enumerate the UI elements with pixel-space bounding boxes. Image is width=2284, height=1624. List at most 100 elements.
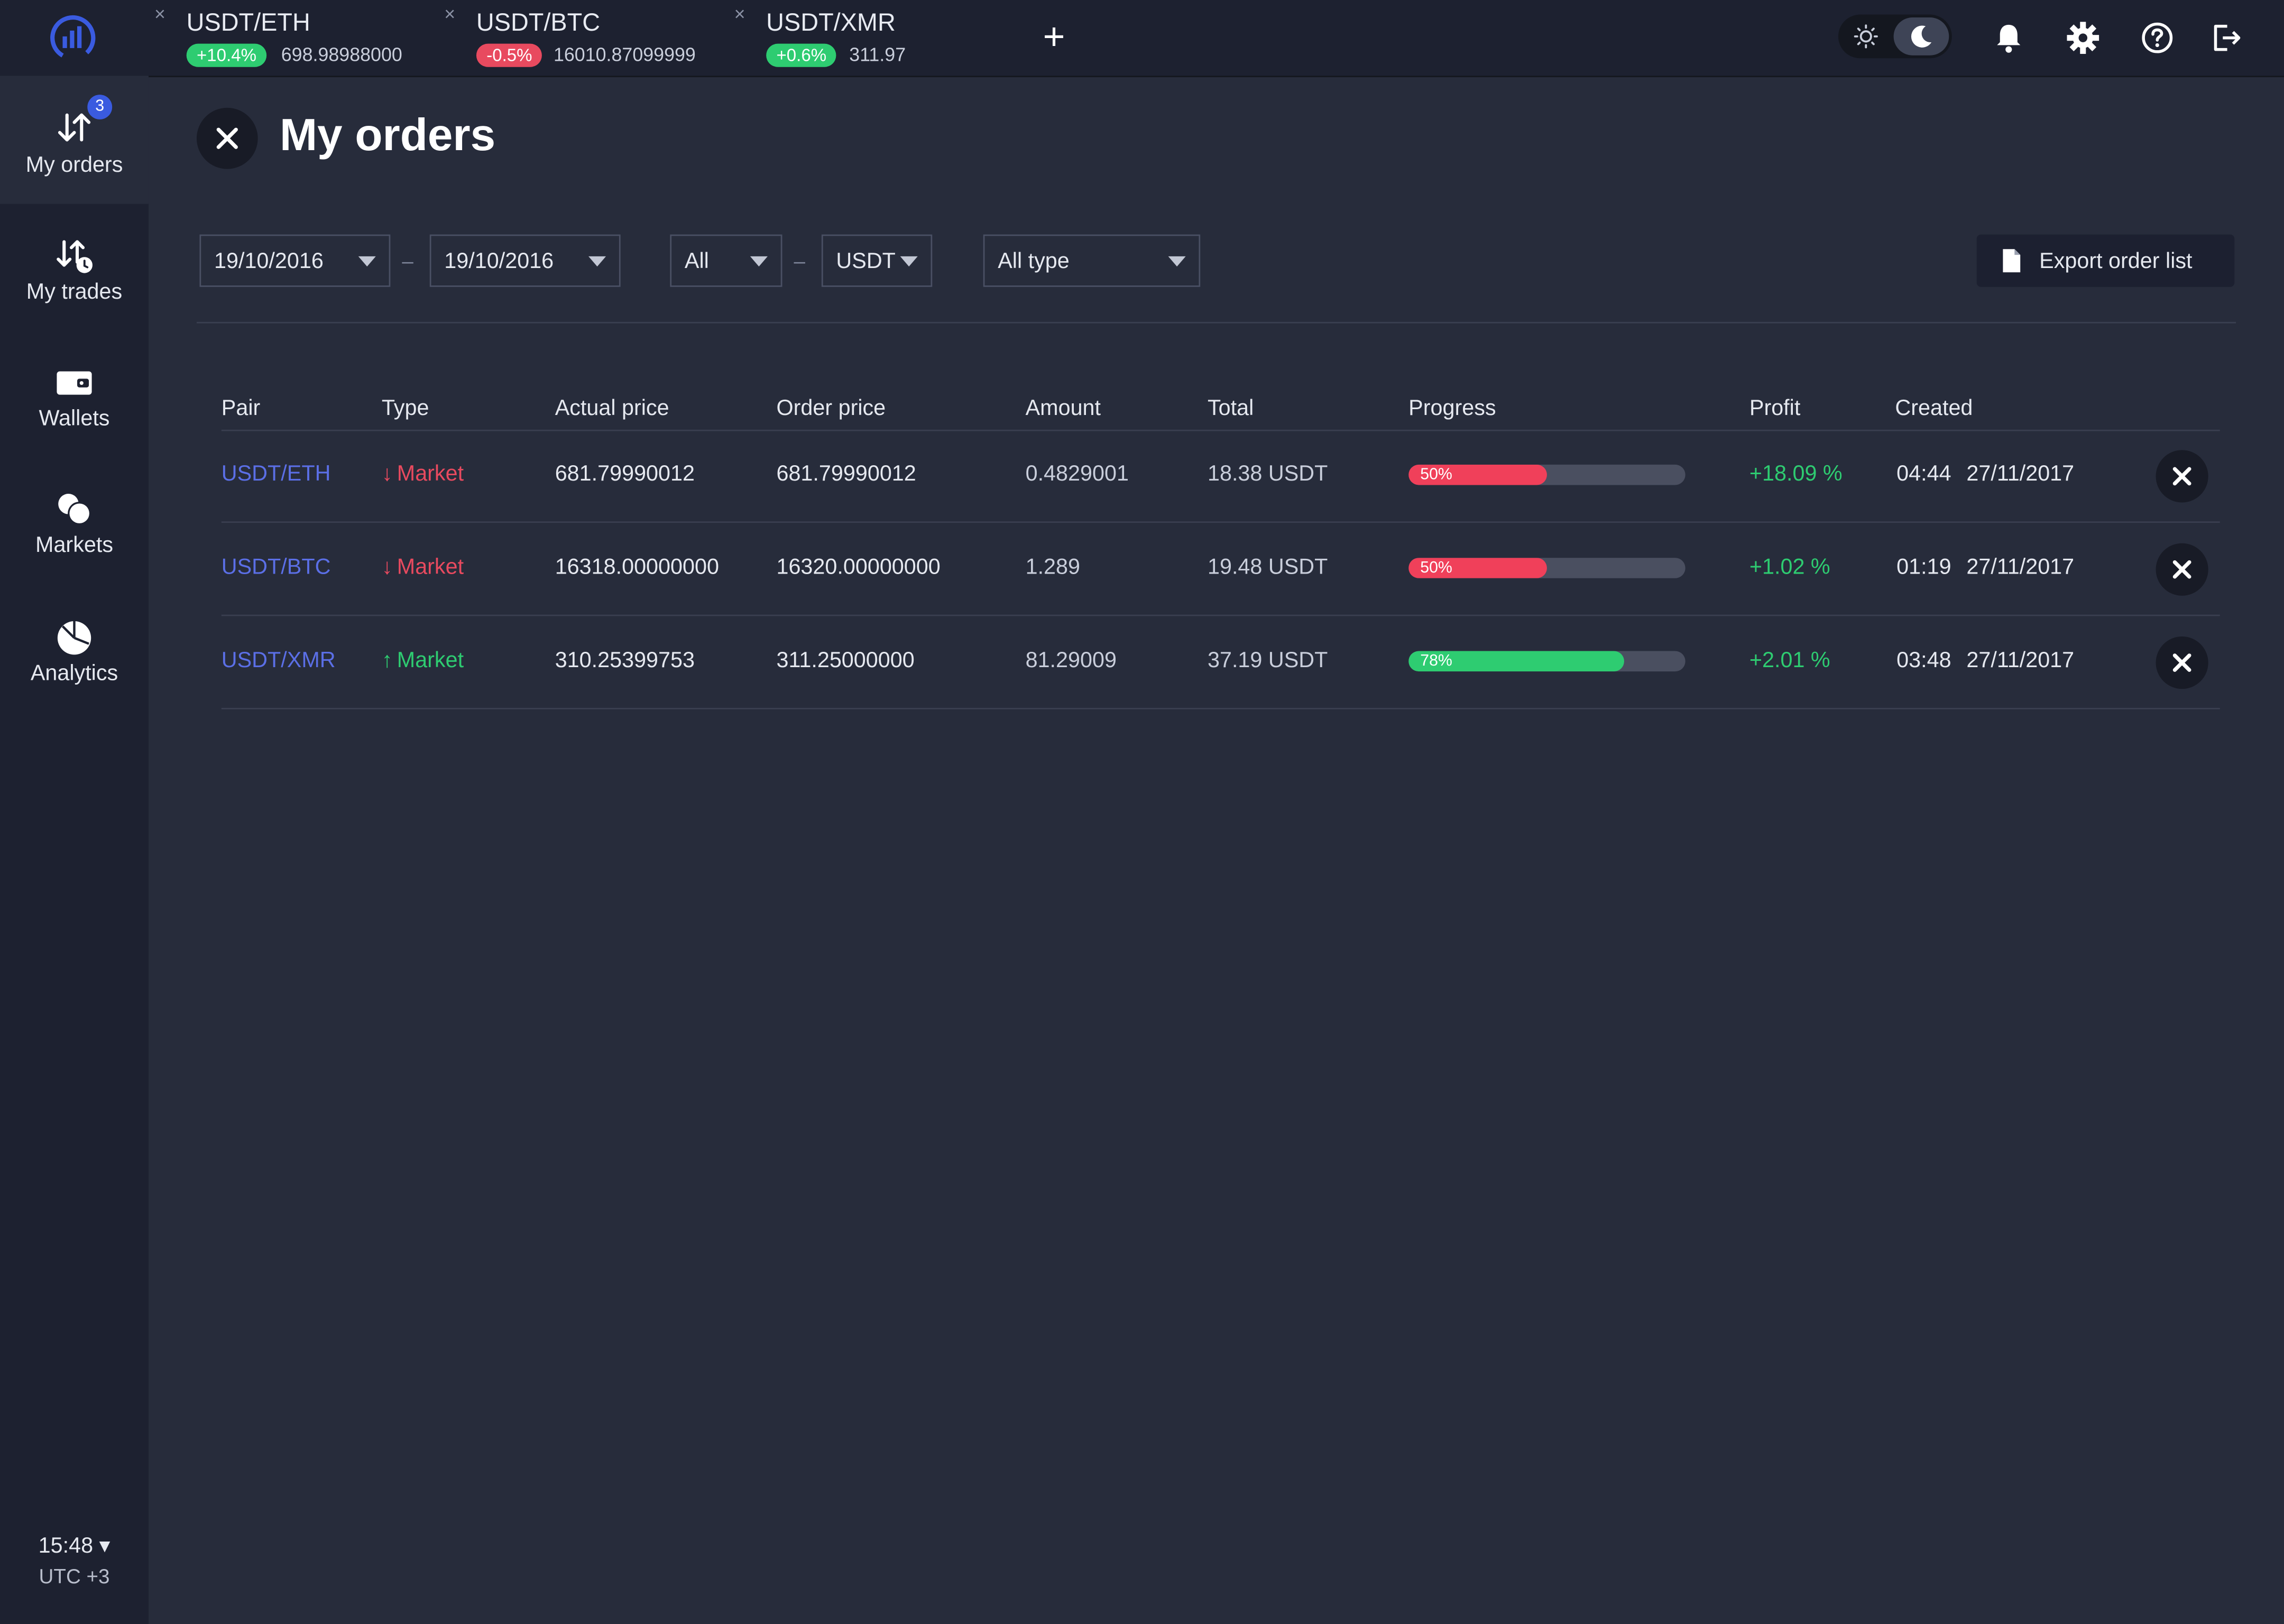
order-total: 37.19 USDT bbox=[1207, 648, 1328, 673]
order-amount: 81.29009 bbox=[1025, 648, 1117, 673]
order-type-label: Market bbox=[397, 648, 464, 673]
actual-price: 16318.00000000 bbox=[555, 555, 719, 580]
order-pair-link[interactable]: USDT/BTC bbox=[221, 555, 331, 580]
row-divider bbox=[221, 521, 2220, 523]
clock-widget[interactable]: 15:48 ▾ UTC +3 bbox=[0, 1532, 149, 1588]
logout-icon[interactable] bbox=[2207, 19, 2245, 57]
table-row[interactable]: USDT/BTC ↓ Market 16318.00000000 16320.0… bbox=[0, 523, 2284, 616]
tab-close-icon[interactable]: × bbox=[734, 3, 745, 25]
order-pair-link[interactable]: USDT/ETH bbox=[221, 462, 331, 487]
export-label: Export order list bbox=[2039, 249, 2193, 274]
bell-icon[interactable] bbox=[1990, 19, 2028, 57]
tab-price: 16010.87099999 bbox=[553, 43, 696, 66]
actual-price: 681.79990012 bbox=[555, 462, 695, 487]
page-title: My orders bbox=[279, 109, 496, 161]
order-type: ↓ Market bbox=[382, 462, 464, 486]
sidebar-item-label: My trades bbox=[26, 279, 123, 304]
column-header-created[interactable]: Created bbox=[1895, 396, 1973, 421]
sidebar-item-label: Wallets bbox=[39, 406, 110, 431]
progress-label: 50% bbox=[1420, 466, 1452, 484]
cancel-order-button[interactable] bbox=[2156, 543, 2208, 596]
tab-change-badge: +0.6% bbox=[766, 43, 837, 67]
sidebar-item-label: Markets bbox=[35, 533, 113, 558]
theme-toggle-knob bbox=[1893, 17, 1949, 56]
tab-title: USDT/ETH bbox=[186, 8, 310, 36]
top-bar: × USDT/ETH +10.4% 698.98988000 × USDT/BT… bbox=[0, 0, 2284, 78]
table-header-divider bbox=[221, 429, 2220, 431]
sidebar-item-analytics[interactable]: Analytics bbox=[0, 588, 149, 716]
row-divider bbox=[221, 614, 2220, 616]
sidebar-item-wallets[interactable]: Wallets bbox=[0, 332, 149, 460]
column-header-total[interactable]: Total bbox=[1207, 396, 1254, 421]
currency-separator: – bbox=[794, 249, 806, 273]
actual-price: 310.25399753 bbox=[555, 648, 695, 673]
date-from-value: 19/10/2016 bbox=[214, 249, 324, 274]
column-header-order-price[interactable]: Order price bbox=[776, 396, 886, 421]
order-type-select[interactable]: All type bbox=[983, 234, 1201, 287]
progress-fill bbox=[1408, 558, 1547, 578]
clock-time[interactable]: 15:48 ▾ bbox=[38, 1534, 110, 1558]
filter-divider bbox=[196, 321, 2236, 324]
sidebar-item-markets[interactable]: Markets bbox=[0, 460, 149, 588]
document-icon bbox=[2003, 249, 2021, 273]
arrow-up-icon: ↑ bbox=[381, 648, 393, 673]
sidebar-item-my-trades[interactable]: My trades bbox=[0, 204, 149, 332]
app-logo-icon[interactable] bbox=[47, 13, 99, 63]
gear-icon[interactable] bbox=[2064, 19, 2102, 57]
column-header-profit[interactable]: Profit bbox=[1749, 396, 1801, 421]
export-order-list-button[interactable]: Export order list bbox=[1976, 234, 2235, 287]
chevron-down-icon bbox=[588, 256, 606, 267]
order-total: 18.38 USDT bbox=[1207, 462, 1328, 487]
column-header-actual-price[interactable]: Actual price bbox=[555, 396, 669, 421]
sidebar-item-label: Analytics bbox=[30, 661, 118, 686]
tab-close-icon[interactable]: × bbox=[154, 3, 165, 25]
tab-change-badge: +10.4% bbox=[186, 43, 267, 67]
tab-close-icon[interactable]: × bbox=[444, 3, 456, 25]
tab-price: 698.98988000 bbox=[281, 43, 402, 66]
order-profit: +1.02 % bbox=[1749, 555, 1830, 580]
table-row[interactable]: USDT/ETH ↓ Market 681.79990012 681.79990… bbox=[0, 430, 2284, 523]
tab-title: USDT/BTC bbox=[476, 8, 601, 36]
date-to-select[interactable]: 19/10/2016 bbox=[429, 234, 621, 287]
tab-change-badge: -0.5% bbox=[476, 43, 542, 67]
cancel-order-button[interactable] bbox=[2156, 450, 2208, 503]
order-price: 681.79990012 bbox=[776, 462, 916, 487]
progress-bar: 78% bbox=[1408, 651, 1686, 672]
moon-icon bbox=[1911, 25, 1932, 48]
order-type-value: All type bbox=[998, 249, 1070, 274]
order-price: 311.25000000 bbox=[776, 648, 915, 673]
tab-title: USDT/XMR bbox=[766, 8, 896, 36]
clock-timezone: UTC +3 bbox=[39, 1564, 110, 1588]
date-range-separator: – bbox=[402, 249, 413, 273]
created-time: 03:48 bbox=[1896, 648, 1951, 673]
close-icon bbox=[2172, 467, 2191, 486]
orders-count-badge: 3 bbox=[87, 95, 113, 119]
order-amount: 1.289 bbox=[1025, 555, 1081, 580]
base-currency-select[interactable]: All bbox=[670, 234, 782, 287]
cancel-order-button[interactable] bbox=[2156, 636, 2208, 689]
date-from-select[interactable]: 19/10/2016 bbox=[199, 234, 391, 287]
column-header-amount[interactable]: Amount bbox=[1025, 396, 1101, 421]
column-header-progress[interactable]: Progress bbox=[1408, 396, 1496, 421]
created-date: 27/11/2017 bbox=[1966, 462, 2075, 487]
theme-toggle[interactable] bbox=[1838, 14, 1952, 59]
order-type-label: Market bbox=[397, 555, 464, 580]
progress-fill bbox=[1408, 464, 1547, 485]
add-tab-button[interactable]: + bbox=[1043, 14, 1065, 59]
progress-fill bbox=[1408, 651, 1625, 672]
sidebar-item-my-orders[interactable]: 3 My orders bbox=[0, 76, 149, 204]
created-time: 01:19 bbox=[1896, 555, 1951, 580]
tab-price: 311.97 bbox=[849, 43, 906, 66]
order-profit: +18.09 % bbox=[1749, 462, 1843, 487]
help-icon[interactable] bbox=[2138, 19, 2176, 57]
column-header-type[interactable]: Type bbox=[381, 396, 429, 421]
arrow-down-icon: ↓ bbox=[381, 555, 393, 580]
sidebar: 3 My orders My trades Wallets bbox=[0, 76, 149, 1624]
close-panel-button[interactable] bbox=[196, 107, 258, 169]
column-header-pair[interactable]: Pair bbox=[221, 396, 261, 421]
order-type: ↓ Market bbox=[382, 555, 464, 580]
quote-currency-select[interactable]: USDT bbox=[821, 234, 933, 287]
order-pair-link[interactable]: USDT/XMR bbox=[221, 648, 336, 673]
chevron-down-icon bbox=[358, 256, 376, 267]
table-row[interactable]: USDT/XMR ↑ Market 310.25399753 311.25000… bbox=[0, 616, 2284, 709]
